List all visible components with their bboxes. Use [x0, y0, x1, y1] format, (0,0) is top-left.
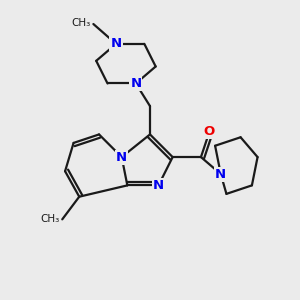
Text: N: N	[153, 179, 164, 192]
Text: N: N	[130, 77, 141, 90]
Text: N: N	[110, 37, 122, 50]
Text: N: N	[215, 168, 226, 181]
Text: CH₃: CH₃	[71, 18, 91, 28]
Text: CH₃: CH₃	[40, 214, 59, 224]
Text: O: O	[204, 125, 215, 138]
Text: N: N	[116, 151, 127, 164]
